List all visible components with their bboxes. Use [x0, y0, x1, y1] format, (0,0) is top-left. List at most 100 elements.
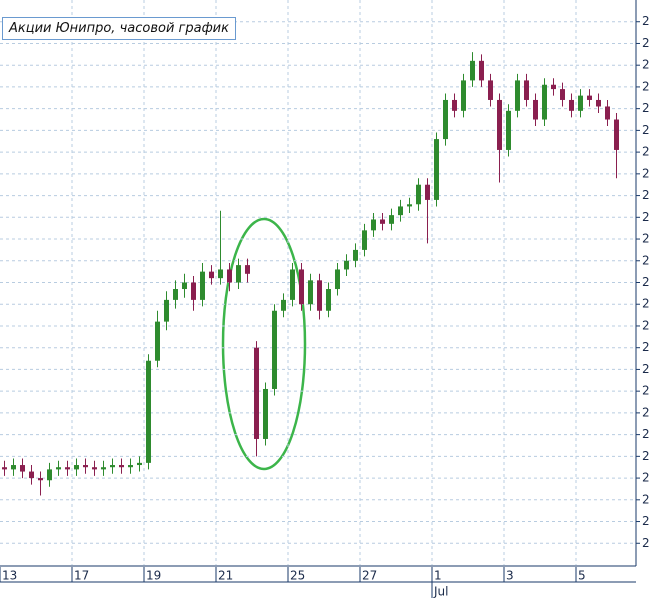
- candle-body: [317, 280, 322, 311]
- candle-body: [389, 215, 394, 224]
- candle-body: [155, 321, 160, 361]
- highlight-ellipse: [221, 217, 307, 471]
- candle-body: [308, 280, 313, 305]
- y-tick-label: 2.65: [642, 536, 650, 550]
- candle-body: [137, 462, 142, 466]
- candle-body: [227, 269, 232, 283]
- candle-body: [371, 219, 376, 231]
- candle-body: [38, 478, 43, 481]
- candle-body: [326, 289, 331, 311]
- x-tick-label: 5: [578, 569, 586, 583]
- candle-body: [263, 388, 268, 439]
- candle-body: [110, 465, 115, 468]
- y-tick-label: 2.7: [642, 427, 650, 441]
- x-tick-label: 13: [2, 569, 17, 583]
- candle-body: [398, 206, 403, 216]
- candle-body: [587, 95, 592, 100]
- candle-body: [173, 289, 178, 300]
- candle-body: [578, 95, 583, 111]
- candle-body: [416, 184, 421, 205]
- candle-body: [164, 299, 169, 322]
- candle-body: [560, 89, 565, 100]
- x-tick-label: 3: [506, 569, 514, 583]
- candle-body: [11, 465, 16, 470]
- y-tick-label: 2.78: [642, 253, 650, 267]
- candle-body: [101, 467, 106, 470]
- candle-body: [533, 99, 538, 120]
- candle-body: [20, 465, 25, 472]
- candle-body: [74, 465, 79, 470]
- candle-body: [551, 84, 556, 90]
- y-tick-label: 2.75: [642, 318, 650, 332]
- candle-body: [182, 282, 187, 290]
- candle-body: [569, 99, 574, 111]
- candle-body: [443, 99, 448, 140]
- candle-body: [470, 60, 475, 81]
- candle-body: [425, 184, 430, 200]
- y-tick-label: 2.86: [642, 79, 650, 93]
- candle-body: [254, 347, 259, 439]
- candle-body: [515, 80, 520, 111]
- y-tick-label: 2.74: [642, 340, 650, 354]
- candle-body: [434, 139, 439, 200]
- x-tick-label: 19: [146, 569, 161, 583]
- y-tick-label: 2.72: [642, 384, 650, 398]
- candle-body: [335, 269, 340, 290]
- candle-body: [614, 119, 619, 150]
- candle-body: [92, 467, 97, 470]
- candle-body: [47, 469, 52, 481]
- candle-body: [200, 271, 205, 300]
- y-tick-label: 2.68: [642, 471, 650, 485]
- candle-body: [209, 271, 214, 279]
- y-tick-label: 2.69: [642, 449, 650, 463]
- y-tick-label: 2.8: [642, 210, 650, 224]
- y-tick-label: 2.77: [642, 275, 650, 289]
- candle-body: [362, 230, 367, 250]
- month-label: Jul: [433, 585, 448, 599]
- candle-body: [245, 265, 250, 274]
- y-tick-label: 2.84: [642, 123, 650, 137]
- y-tick-label: 2.81: [642, 188, 650, 202]
- y-tick-label: 2.88: [642, 36, 650, 50]
- candle-body: [524, 80, 529, 100]
- y-tick-label: 2.73: [642, 362, 650, 376]
- candle-body: [506, 110, 511, 150]
- candle-body: [128, 465, 133, 468]
- x-tick-label: 25: [290, 569, 305, 583]
- y-tick-label: 2.82: [642, 166, 650, 180]
- candle-body: [353, 249, 358, 261]
- candle-body: [344, 260, 349, 270]
- y-tick-label: 2.79: [642, 232, 650, 246]
- candle-body: [380, 219, 385, 224]
- x-tick-label: 17: [74, 569, 89, 583]
- candle-body: [218, 269, 223, 279]
- candle-body: [452, 99, 457, 111]
- candle-body: [605, 106, 610, 120]
- candle-body: [407, 204, 412, 207]
- y-tick-label: 2.87: [642, 58, 650, 72]
- candle-body: [83, 465, 88, 468]
- candle-body: [290, 269, 295, 300]
- candle-body: [542, 84, 547, 120]
- candle-body: [56, 467, 61, 470]
- candle-body: [65, 467, 70, 470]
- x-tick-label: 27: [362, 569, 377, 583]
- y-tick-label: 2.76: [642, 297, 650, 311]
- candle-body: [461, 80, 466, 111]
- candle-body: [29, 471, 34, 479]
- candle-body: [488, 80, 493, 100]
- y-tick-label: 2.85: [642, 101, 650, 115]
- candle-body: [119, 465, 124, 468]
- y-tick-label: 2.71: [642, 405, 650, 419]
- y-tick-label: 2.66: [642, 514, 650, 528]
- candle-body: [281, 299, 286, 311]
- candle-body: [146, 360, 151, 463]
- x-tick-label: 21: [218, 569, 233, 583]
- candle-body: [596, 99, 601, 107]
- chart-title: Акции Юнипро, часовой график: [2, 17, 236, 40]
- candle-body: [497, 99, 502, 150]
- y-tick-label: 2.83: [642, 145, 650, 159]
